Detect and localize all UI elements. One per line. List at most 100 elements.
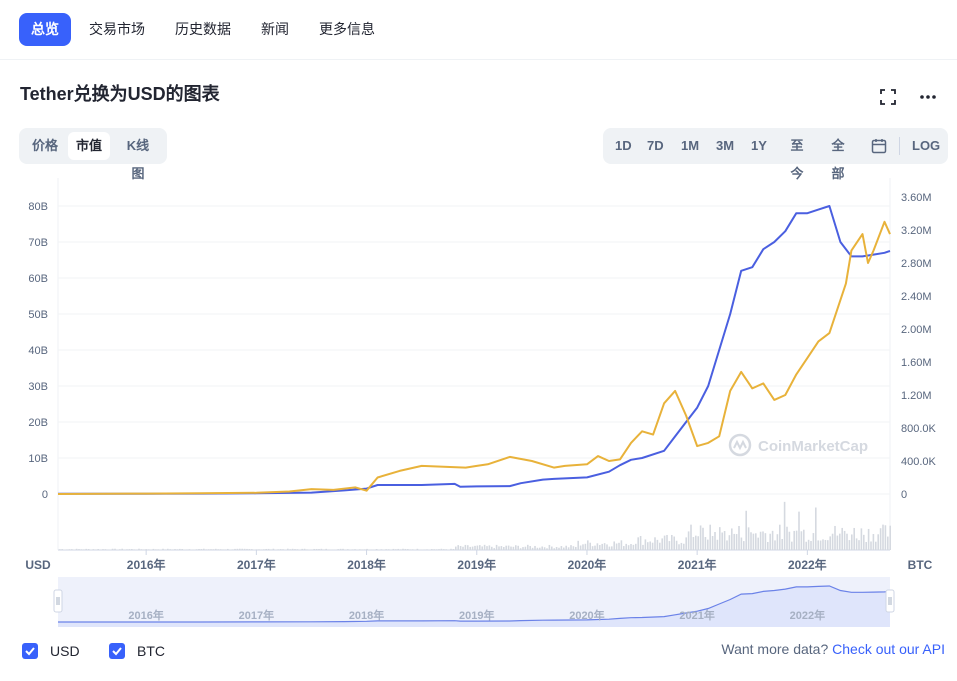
volume-bar <box>351 549 354 550</box>
volume-bar <box>697 536 699 550</box>
volume-bar <box>539 547 541 550</box>
log-scale-toggle[interactable]: LOG <box>912 138 941 153</box>
view-tab-market-cap[interactable]: 市值 <box>68 132 110 160</box>
volume-bar <box>560 546 563 550</box>
volume-bar <box>795 530 798 550</box>
volume-bar <box>755 533 757 550</box>
legend-btc[interactable]: BTC <box>109 640 165 662</box>
volume-bar <box>589 542 591 550</box>
volume-bar <box>315 548 318 550</box>
range-tab-ytd[interactable]: 至今 <box>790 138 804 181</box>
more-icon[interactable] <box>917 86 939 108</box>
volume-bar <box>169 549 171 550</box>
range-tab-7d[interactable]: 7D <box>647 138 664 153</box>
range-tab-1d[interactable]: 1D <box>615 138 632 153</box>
y-left-tick-label: 80B <box>28 201 48 213</box>
volume-bar <box>714 531 716 550</box>
volume-bar <box>618 542 620 550</box>
navigator-left-handle[interactable] <box>53 589 63 613</box>
volume-bar <box>860 528 863 550</box>
btc-checkbox[interactable] <box>109 643 125 659</box>
range-tab-all[interactable]: 全部 <box>831 138 845 181</box>
volume-bar <box>603 543 606 550</box>
x-tick-label: 2021年 <box>678 557 717 572</box>
fullscreen-icon[interactable] <box>877 86 899 108</box>
volume-bar <box>291 548 294 550</box>
volume-bar <box>680 542 683 550</box>
volume-bar <box>515 545 517 550</box>
nav-tab-news[interactable]: 新闻 <box>261 21 289 37</box>
volume-bar <box>200 549 203 550</box>
volume-bar <box>546 548 548 550</box>
market-cap-chart[interactable]: CoinMarketCap 010B20B30B40B50B60B70B80B … <box>0 170 957 635</box>
volume-bar <box>246 548 248 550</box>
volume-bar <box>563 547 565 550</box>
volume-bar <box>635 543 637 550</box>
view-tab-candlestick[interactable]: K线图 <box>126 138 150 181</box>
volume-bar <box>68 549 71 550</box>
usd-checkbox[interactable] <box>22 643 38 659</box>
volume-bar <box>323 549 325 550</box>
volume-bar <box>774 540 776 550</box>
volume-bar <box>459 545 462 550</box>
volume-bar <box>663 535 666 550</box>
volume-bar <box>644 539 647 550</box>
volume-bar <box>872 534 875 550</box>
nav-tab-historical-data[interactable]: 历史数据 <box>175 21 231 37</box>
range-tab-3m[interactable]: 3M <box>716 138 735 153</box>
volume-bar <box>176 549 179 550</box>
volume-bar <box>551 546 553 550</box>
y-right-tick-label: 3.60M <box>901 192 932 204</box>
volume-bar <box>361 549 363 550</box>
volume-bar <box>171 549 174 550</box>
volume-bar <box>887 536 889 550</box>
view-tab-price[interactable]: 价格 <box>31 138 58 153</box>
navigator-right-handle[interactable] <box>885 589 895 613</box>
volume-bar <box>318 549 320 550</box>
volume-bar <box>366 548 368 550</box>
nav-tab-markets[interactable]: 交易市场 <box>89 21 145 37</box>
volume-bar <box>147 549 150 550</box>
series-line-usd <box>58 205 891 495</box>
volume-bar <box>272 548 275 550</box>
volume-bar <box>411 549 414 550</box>
volume-bar <box>675 540 678 550</box>
volume-bar <box>584 543 587 550</box>
volume-bar <box>757 537 759 550</box>
legend-usd[interactable]: USD <box>22 640 80 662</box>
volume-bar <box>107 549 109 550</box>
volume-bar <box>59 549 61 550</box>
volume-bar <box>265 548 267 550</box>
volume-bar <box>306 549 308 550</box>
api-link[interactable]: Check out our API <box>832 641 945 657</box>
volume-bar <box>133 549 135 550</box>
range-tab-1y[interactable]: 1Y <box>751 138 767 153</box>
nav-tab-overview[interactable]: 总览 <box>19 13 71 46</box>
volume-bar <box>301 548 303 550</box>
range-navigator[interactable]: 2016年 2017年 2018年 2019年 2020年 2021年 2022年 <box>53 577 895 627</box>
volume-bar <box>865 541 867 550</box>
volume-bar <box>368 549 371 550</box>
volume-bar <box>507 545 510 550</box>
volume-bar <box>402 548 404 550</box>
volume-bar <box>803 529 805 550</box>
volume-bar <box>157 549 159 550</box>
volume-bar <box>212 549 215 550</box>
right-axis-unit: BTC <box>908 558 933 572</box>
range-tab-1m[interactable]: 1M <box>681 138 700 153</box>
volume-bar <box>723 531 726 550</box>
calendar-icon[interactable] <box>865 132 893 160</box>
volume-bar <box>582 544 584 550</box>
volume-bar <box>95 549 97 550</box>
volume-bar <box>728 535 731 550</box>
volume-bar <box>695 535 697 550</box>
volume-bar <box>632 544 635 550</box>
volume-bar <box>740 537 743 550</box>
volume-bar <box>812 533 815 550</box>
volume-bar <box>781 538 783 550</box>
volume-bar <box>805 541 807 550</box>
volume-bar <box>483 544 486 550</box>
volume-bar <box>102 549 104 550</box>
nav-tab-more-info[interactable]: 更多信息 <box>319 21 375 37</box>
volume-bar <box>726 540 728 550</box>
